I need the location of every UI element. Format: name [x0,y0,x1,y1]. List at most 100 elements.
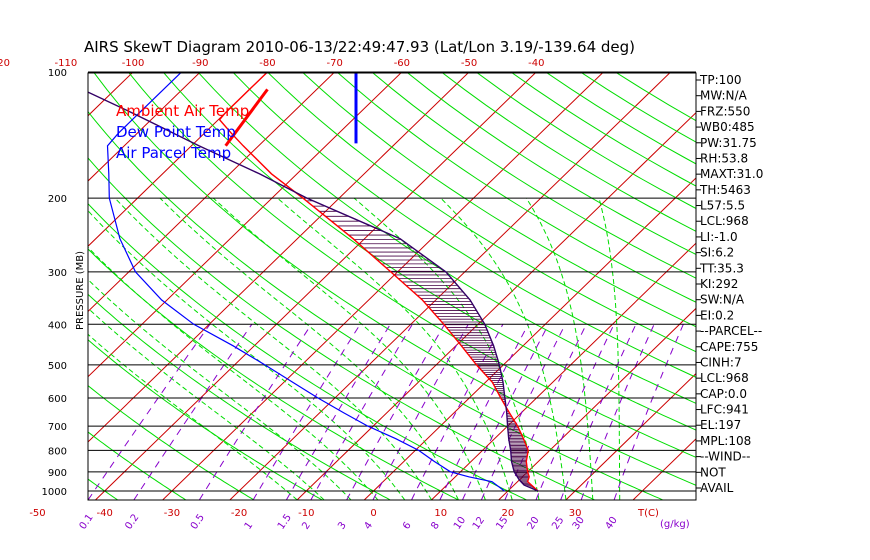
pressure-tick-label: 1000 [42,487,67,498]
top-temp-tick-label: -100 [122,58,145,69]
index-label: EI:0.2 [700,308,734,322]
index-label: EL:197 [700,418,741,432]
index-label: WB0:485 [700,120,755,134]
mixing-ratio-unit-label: (g/kg) [660,519,690,530]
dry-adiabat-line [302,73,696,328]
mixing-ratio-line [372,324,469,500]
mixing-ratio-tick-label: 6 [401,520,414,532]
mixing-ratio-line [133,324,253,500]
bottom-temp-tick-label: -10 [298,508,314,519]
pressure-tick-label: 600 [48,394,67,405]
mixing-ratio-line [198,324,312,500]
isotherm-line [364,177,696,500]
index-label: FRZ:550 [700,104,750,118]
legend-ambient-air-temp: Ambient Air Temp [116,102,249,120]
dry-adiabat-line [232,73,696,378]
legend-air-parcel-temp: Air Parcel Temp [116,144,231,162]
moist-adiabat-line [598,197,621,500]
moist-adiabat-line [88,209,406,500]
bottom-temp-tick-label: -40 [97,508,113,519]
top-temp-tick-label: -70 [326,58,342,69]
index-label: LFC:941 [700,403,749,417]
dry-adiabat-line [88,157,595,500]
dry-adiabat-line [337,73,696,303]
mixing-ratio-line [613,324,684,500]
moist-adiabat-line [88,246,379,500]
index-label: LCL:968 [700,214,749,228]
pressure-tick-label: 100 [48,68,67,79]
dry-adiabat-line [88,110,663,500]
dry-adiabat-line [198,73,696,404]
dewpoint-profile-line [106,73,505,492]
index-label: KI:292 [700,277,738,291]
index-label: MPL:108 [700,434,751,448]
isotherm-line [88,73,335,313]
index-label: TH:5463 [699,183,751,197]
mixing-ratio-line [480,324,566,500]
moist-adiabat-line [159,197,459,500]
bottom-temp-tick-label: 0 [370,508,376,519]
mixing-ratio-line [535,324,615,500]
index-label: TT:35.3 [699,261,744,275]
x-axis-label: T(C) [637,508,659,519]
isotherm-line [498,307,696,500]
dry-adiabat-line [163,73,696,431]
mixing-ratio-line [462,324,549,500]
pressure-tick-label: 700 [48,422,67,433]
isotherm-line [88,73,200,182]
moist-adiabat-line [353,197,540,500]
index-label: MAXT:31.0 [700,167,763,181]
temperature-profile-line [218,73,539,492]
index-label: CAPE:755 [700,340,758,354]
top-temp-tick-label: -120 [0,58,10,69]
legend-dew-point-temp: Dew Point Temp [116,123,236,141]
index-label: SI:6.2 [700,246,734,260]
index-label: AVAIL [700,481,734,495]
isotherm-lines [88,73,696,500]
parcel-profile-line [88,91,539,492]
sounding-profiles [88,73,539,492]
top-temperature-tick-labels: -120 -110 -100 -90 -80 -70 -60 -50 -40 [0,58,544,69]
index-label: CAP:0.0 [700,387,747,401]
dry-adiabat-line [88,202,527,500]
mixing-ratio-line [439,324,529,500]
index-label: RH:53.8 [700,151,748,165]
mixing-ratio-tick-label: 4 [362,520,375,532]
bottom-temperature-tick-labels: -50 -40 -30 -20 -10 0 10 20 30 [29,508,581,519]
bottom-temp-tick-label: 30 [569,508,582,519]
isotherm-line [431,242,696,500]
pressure-tick-label: 200 [48,194,67,205]
index-label: PW:31.75 [700,136,757,150]
pressure-tick-label: 500 [48,361,67,372]
isobar-lines [88,71,696,492]
plot-frame [87,72,697,501]
dry-adiabat-line [88,431,186,500]
isotherm-line [88,73,402,378]
pressure-tick-label: 400 [48,320,67,331]
background-grid [88,73,696,500]
top-temp-tick-label: -90 [192,58,208,69]
mixing-ratio-line [560,324,637,500]
index-label: L57:5.5 [700,199,745,213]
bottom-temp-tick-label: -50 [29,508,45,519]
pressure-tick-label: 900 [48,468,67,479]
bottom-temp-tick-label: 20 [502,508,515,519]
isotherm-line [565,372,696,500]
pressure-tick-labels: 100 200 300 400 500 600 700 800 900 1000 [42,68,67,498]
index-label: LI:-1.0 [700,230,738,244]
bottom-temp-tick-label: -20 [231,508,247,519]
dry-adiabat-line [128,73,696,458]
mixing-ratio-tick-label: 3 [336,520,349,532]
top-temp-tick-label: -60 [394,58,410,69]
mixing-ratio-line [88,324,211,500]
dry-adiabat-line [407,73,696,256]
index-label: LCL:968 [700,371,749,385]
mixing-ratio-line [252,324,361,500]
top-temp-tick-label: -50 [461,58,477,69]
isotherm-line [162,73,604,500]
mixing-ratio-tick-label: 8 [429,520,442,532]
moist-adiabat-line [114,197,433,500]
